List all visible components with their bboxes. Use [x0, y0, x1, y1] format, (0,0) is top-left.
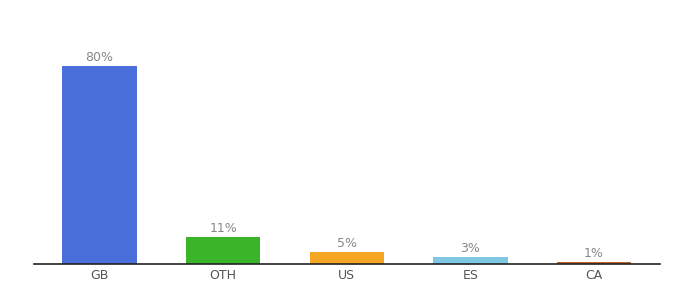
Bar: [63, 66, 137, 264]
Bar: [433, 256, 507, 264]
Bar: [557, 262, 631, 264]
Text: 5%: 5%: [337, 237, 357, 250]
Text: 3%: 3%: [460, 242, 480, 255]
Bar: [186, 237, 260, 264]
Text: 80%: 80%: [86, 51, 114, 64]
Bar: [309, 252, 384, 264]
Text: 11%: 11%: [209, 222, 237, 235]
Text: 1%: 1%: [584, 247, 604, 260]
